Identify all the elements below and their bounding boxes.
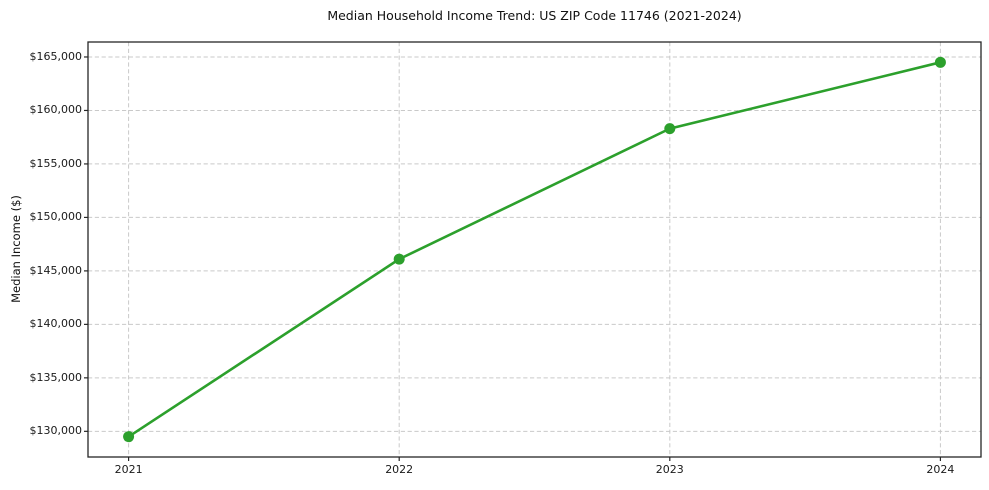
y-tick-label: $160,000	[29, 103, 83, 117]
x-tick-label: 2022	[385, 463, 414, 476]
trend-line	[127, 61, 942, 438]
plot-frame	[87, 41, 982, 458]
x-tick-label: 2024	[926, 463, 955, 476]
data-point-marker	[393, 253, 405, 265]
y-tick-label: $150,000	[29, 210, 83, 224]
data-point-marker	[664, 123, 676, 135]
data-point-marker	[123, 431, 135, 443]
x-tick-label: 2021	[114, 463, 143, 476]
y-tick-label: $135,000	[29, 370, 83, 384]
y-tick-label: $130,000	[29, 424, 83, 438]
x-tick-label: 2023	[655, 463, 684, 476]
y-tick-label: $155,000	[29, 156, 83, 170]
y-tick-label: $165,000	[29, 49, 83, 63]
y-tick-label: $140,000	[29, 317, 83, 331]
chart-title: Median Household Income Trend: US ZIP Co…	[327, 8, 742, 23]
y-tick-label: $145,000	[29, 263, 83, 277]
data-point-marker	[934, 56, 946, 68]
